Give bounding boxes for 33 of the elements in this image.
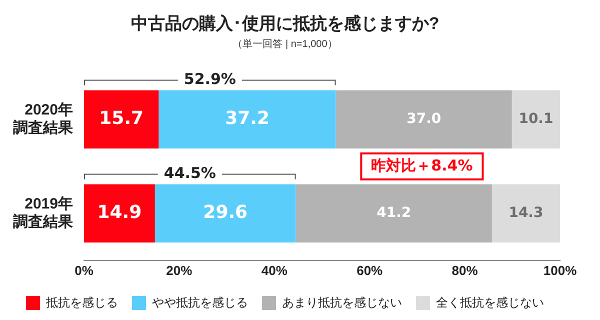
x-tick-label: 0% [74,262,94,278]
annotation: 昨対比＋8.4% [371,156,473,174]
legend-label: 全く抵抗を感じない [436,295,544,310]
x-tick-label: 40% [261,262,288,278]
data-label: 37.0 [406,111,442,128]
data-label: 14.9 [97,202,142,224]
x-tick-label: 20% [166,262,193,278]
x-tick-label: 60% [356,262,384,278]
x-tick-label: 80% [452,262,478,278]
x-tick-label: 100% [543,262,578,278]
bar [512,90,560,149]
chart-subtitle: （単一回答 | n=1,000） [232,38,338,50]
bar [492,184,560,243]
data-label: 10.1 [518,111,554,128]
annotation: 44.5% [164,164,216,182]
annotation: 52.9% [184,70,236,88]
data-label: 14.3 [508,205,544,222]
data-label: 15.7 [99,108,144,130]
legend-label: 抵抗を感じる [45,295,118,310]
data-label: 29.6 [203,202,248,224]
bar [296,184,492,243]
data-label: 41.2 [376,205,412,222]
legend-label: やや抵抗を感じる [152,295,248,310]
y-tick-label: 2020年調査結果 [13,102,74,137]
bar [336,90,512,149]
legend-label: あまり抵抗を感じない [282,295,402,310]
bar [158,90,336,149]
chart-title: 中古品の購入･使用に抵抗を感じますか? [130,14,440,33]
bar [84,184,155,243]
bar [154,184,296,243]
bar [84,90,159,149]
y-tick-label: 2019年調査結果 [13,196,74,231]
data-label: 37.2 [225,108,270,130]
